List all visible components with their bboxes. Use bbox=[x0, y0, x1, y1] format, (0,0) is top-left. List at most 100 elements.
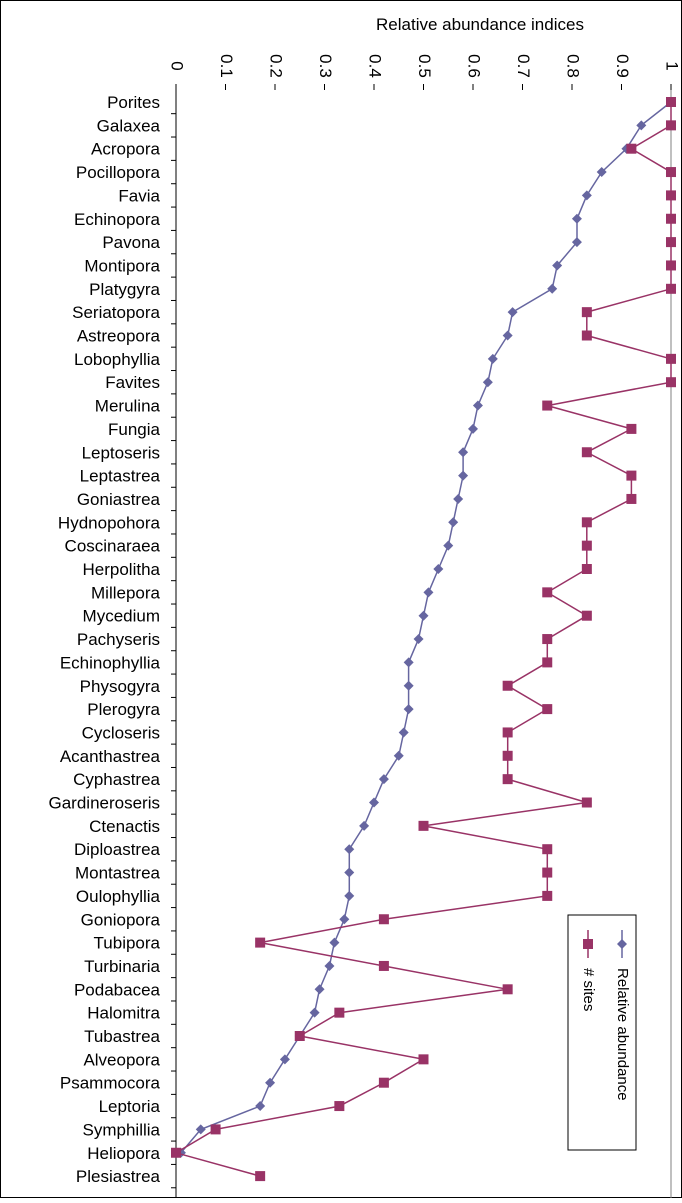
data-point bbox=[581, 330, 592, 341]
data-point bbox=[378, 914, 389, 925]
data-point bbox=[423, 587, 434, 598]
data-point bbox=[458, 470, 469, 481]
data-point bbox=[403, 680, 414, 691]
category-label: Favites bbox=[105, 373, 160, 392]
category-label: Alveopora bbox=[83, 1050, 160, 1069]
data-point bbox=[547, 283, 558, 294]
legend-item: Relative abundance bbox=[614, 930, 631, 1101]
category-label: Oulophyllia bbox=[76, 887, 161, 906]
category-label: Porites bbox=[107, 93, 160, 112]
legend-box bbox=[567, 914, 637, 1151]
data-point bbox=[255, 937, 266, 948]
category-label: Cycloseris bbox=[82, 723, 160, 742]
data-point bbox=[502, 984, 513, 995]
series-line bbox=[180, 101, 672, 1154]
category-label: Leptastrea bbox=[80, 467, 161, 486]
value-tick-label: 0.5 bbox=[415, 54, 434, 78]
data-point bbox=[418, 1054, 429, 1065]
data-point bbox=[502, 727, 513, 738]
category-label: Echinopora bbox=[74, 210, 161, 229]
data-point bbox=[626, 493, 637, 504]
data-point bbox=[413, 634, 424, 645]
category-label: Mycedium bbox=[83, 607, 160, 626]
data-point bbox=[255, 1101, 266, 1112]
data-point bbox=[443, 540, 454, 551]
data-point bbox=[581, 797, 592, 808]
data-point bbox=[666, 283, 676, 294]
data-point bbox=[581, 564, 592, 574]
data-point bbox=[666, 167, 676, 178]
data-point bbox=[552, 260, 563, 271]
data-point bbox=[502, 750, 513, 761]
category-label: Physogyra bbox=[80, 677, 161, 696]
value-tick-label: 0 bbox=[168, 61, 187, 70]
category-label: Heliopora bbox=[87, 1144, 160, 1163]
data-point bbox=[581, 190, 592, 201]
category-label: Echinophyllia bbox=[60, 653, 161, 672]
category-label: Herpolitha bbox=[83, 560, 161, 579]
data-point bbox=[433, 564, 444, 574]
category-label: Platygyra bbox=[89, 280, 160, 299]
value-tick-label: 1 bbox=[663, 61, 682, 70]
data-point bbox=[448, 517, 459, 528]
data-point bbox=[393, 750, 404, 761]
axes: 0 0.1 0.2 0.3 0.4 0.5 0.6 0.7 0.8 0.9 1 Porites Gala… bbox=[49, 54, 682, 1198]
data-point bbox=[468, 423, 478, 434]
data-point bbox=[542, 867, 553, 878]
category-label: Astreopora bbox=[77, 327, 161, 346]
category-label: Gardineroseris bbox=[49, 794, 161, 813]
data-point bbox=[666, 353, 676, 364]
data-point bbox=[418, 820, 429, 831]
data-point bbox=[666, 260, 676, 271]
data-point bbox=[502, 774, 513, 785]
category-label: Merulina bbox=[95, 397, 161, 416]
data-point bbox=[359, 820, 370, 831]
category-label: Montastrea bbox=[75, 864, 161, 883]
data-point bbox=[571, 237, 582, 248]
series-relative-abundance bbox=[175, 97, 676, 1158]
data-point bbox=[626, 143, 637, 154]
data-point bbox=[255, 1171, 266, 1182]
category-label: Pocillopora bbox=[76, 163, 161, 182]
data-point bbox=[581, 307, 592, 318]
category-label: Goniastrea bbox=[77, 490, 161, 509]
data-point bbox=[369, 797, 379, 808]
category-label: Hydnopohora bbox=[58, 513, 161, 532]
category-label: Podabacea bbox=[74, 980, 161, 999]
data-point bbox=[334, 1007, 345, 1018]
category-label: Coscinaraea bbox=[65, 537, 161, 556]
value-tick-label: 0.8 bbox=[564, 54, 583, 78]
series-sites bbox=[171, 97, 676, 1182]
data-point bbox=[418, 610, 429, 621]
data-point bbox=[344, 844, 355, 855]
data-point bbox=[378, 774, 389, 785]
data-point bbox=[666, 97, 676, 107]
data-point bbox=[636, 120, 647, 131]
category-label: Tubipora bbox=[94, 934, 161, 953]
data-point bbox=[378, 1077, 389, 1088]
data-point bbox=[309, 1007, 320, 1018]
series-group bbox=[171, 97, 676, 1182]
data-point bbox=[542, 704, 553, 715]
data-point bbox=[314, 984, 325, 995]
category-label: Cyphastrea bbox=[73, 770, 160, 789]
data-point bbox=[581, 517, 592, 528]
data-point bbox=[487, 353, 498, 364]
data-point bbox=[472, 400, 483, 411]
data-point bbox=[344, 890, 355, 901]
data-point bbox=[596, 167, 607, 178]
category-label: Leptoria bbox=[99, 1097, 161, 1116]
data-point bbox=[666, 377, 676, 388]
data-point bbox=[339, 914, 350, 925]
category-label: Acropora bbox=[91, 140, 161, 159]
category-label: Psammocora bbox=[60, 1074, 161, 1093]
value-axis-title: Relative abundance indices bbox=[376, 15, 584, 34]
value-tick-label: 0.1 bbox=[217, 54, 236, 78]
category-label: Seriatopora bbox=[72, 303, 160, 322]
data-point bbox=[666, 120, 676, 131]
value-tick-label: 0.2 bbox=[267, 54, 286, 78]
category-label: Pachyseris bbox=[77, 630, 160, 649]
category-label: Plerogyra bbox=[87, 700, 160, 719]
data-point bbox=[324, 960, 335, 971]
